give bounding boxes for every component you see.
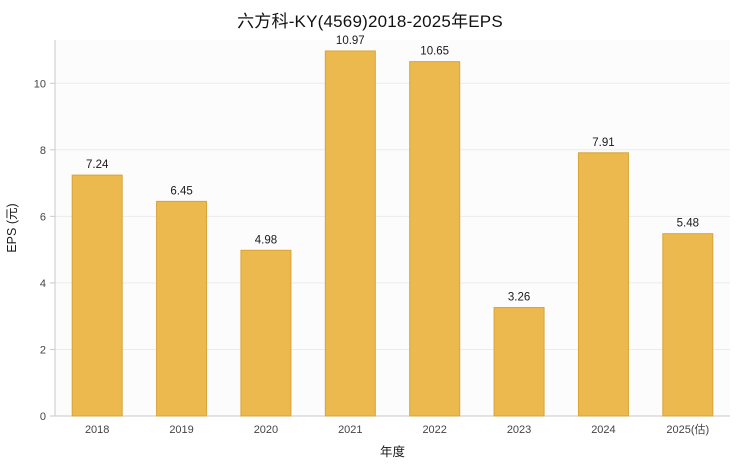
bar-value-label: 4.98 (255, 234, 277, 246)
y-tick-label: 10 (34, 78, 46, 90)
x-tick-label: 2025(估) (666, 423, 709, 436)
y-axis-label: EPS (元) (5, 203, 19, 252)
y-tick-label: 2 (40, 344, 46, 356)
chart-canvas: 0 2 4 6 8 10 7.24 2018 6.45 2019 4.98 2020 10.97 2021… (5, 35, 730, 459)
x-tick-label: 2024 (591, 424, 615, 436)
x-tick-label: 2019 (169, 424, 193, 436)
bar-value-label: 5.48 (677, 218, 699, 230)
bar-2023 (493, 307, 545, 417)
y-tick-label: 8 (40, 145, 46, 157)
x-tick-label: 2021 (338, 424, 362, 436)
bar-value-label: 10.97 (336, 35, 365, 47)
bar-2021 (324, 50, 376, 417)
x-tick-label: 2020 (254, 424, 278, 436)
bar-2025(估) (662, 233, 714, 417)
bar-2020 (240, 249, 292, 417)
x-tick-label: 2023 (507, 424, 531, 436)
bar-2019 (156, 200, 208, 417)
y-tick-label: 6 (40, 211, 46, 223)
bar-2022 (409, 61, 461, 417)
x-tick-label: 2018 (85, 424, 109, 436)
bar-value-label: 6.45 (170, 185, 192, 197)
bar-value-label: 3.26 (508, 292, 530, 304)
chart-title: 六方科-KY(4569)2018-2025年EPS (237, 12, 503, 31)
y-tick-label: 0 (40, 411, 46, 423)
bar-value-label: 7.91 (592, 137, 614, 149)
bar-value-label: 7.24 (86, 159, 109, 171)
x-axis-label: 年度 (380, 444, 406, 459)
bar-2018 (71, 174, 123, 417)
bar-value-label: 10.65 (420, 46, 449, 58)
x-tick-label: 2022 (422, 424, 446, 436)
bar-2024 (577, 152, 629, 417)
y-tick-label: 4 (40, 278, 46, 290)
